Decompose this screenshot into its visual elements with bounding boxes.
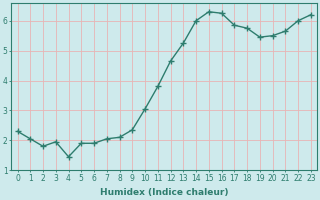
X-axis label: Humidex (Indice chaleur): Humidex (Indice chaleur): [100, 188, 228, 197]
